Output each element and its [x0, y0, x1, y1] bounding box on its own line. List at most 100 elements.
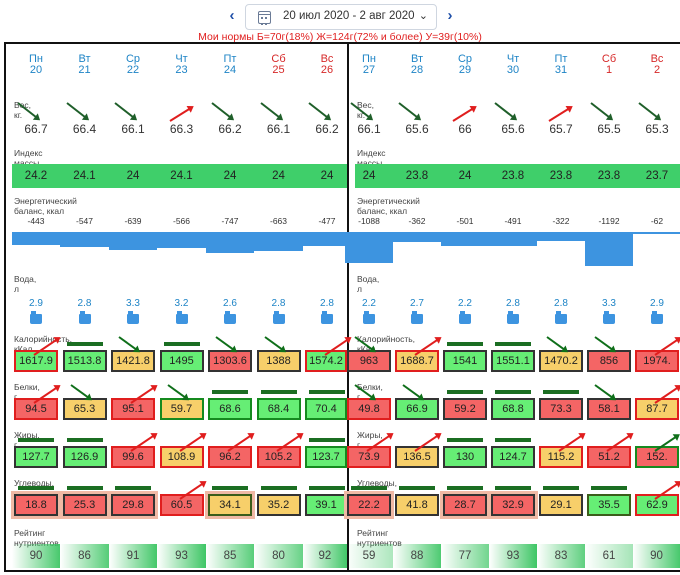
energy-bar — [11, 232, 61, 245]
weight-value: 66.2 — [315, 122, 339, 136]
calories-cell[interactable]: 1495 — [159, 350, 204, 372]
nutrient-rating: 77 — [441, 544, 489, 568]
protein-cell[interactable]: 66.9 — [395, 398, 439, 420]
carbs-cell[interactable]: 29.1 — [539, 494, 583, 516]
weight-value: 66.4 — [72, 122, 97, 136]
day-number: 24 — [223, 64, 237, 76]
protein-cell[interactable]: 70.4 — [305, 398, 347, 420]
bmi-value: 24 — [320, 170, 334, 182]
trend-flat-icon — [495, 390, 531, 394]
day-name: Вт — [78, 53, 91, 65]
water-value: 2.8 — [320, 298, 334, 309]
calories-cell[interactable]: 963 — [347, 350, 391, 372]
carbs-cell[interactable]: 41.8 — [395, 494, 439, 516]
carbs-cell[interactable]: 34.1 — [208, 494, 252, 516]
calories-cell[interactable]: 1388 — [256, 350, 301, 372]
day-header: Ср 29 — [443, 54, 487, 76]
fat-cell[interactable]: 126.9 — [62, 446, 107, 468]
day-header: Чт 30 — [491, 54, 535, 76]
protein-cell[interactable]: 59.7 — [159, 398, 204, 420]
bmi-value: 23.8 — [549, 170, 573, 182]
carbs-cell[interactable]: 35.5 — [587, 494, 631, 516]
carbs-cell[interactable]: 29.8 — [111, 494, 155, 516]
fat-cell[interactable]: 105.2 — [256, 446, 301, 468]
fat-cell[interactable]: 130 — [443, 446, 487, 468]
fat-cell[interactable]: 96.2 — [208, 446, 252, 468]
water-value: 2.8 — [506, 298, 520, 309]
trend-flat-icon — [495, 486, 531, 490]
weight-value: 65.5 — [597, 122, 621, 136]
carbs-cell[interactable]: 35.2 — [256, 494, 301, 516]
fat-label: Жиры, г — [357, 430, 383, 450]
day-name: Вс — [650, 53, 664, 65]
calories-cell[interactable]: 1688.7 — [395, 350, 439, 372]
nutrient-rating: 59 — [345, 544, 393, 568]
day-name: Сб — [271, 53, 286, 65]
protein-cell[interactable]: 59.2 — [443, 398, 487, 420]
weight-value: 66.1 — [266, 122, 291, 136]
bmi-band — [12, 164, 347, 188]
fat-cell[interactable]: 124.7 — [491, 446, 535, 468]
fat-cell[interactable]: 123.7 — [305, 446, 347, 468]
weight-value: 66.1 — [357, 122, 381, 136]
calories-cell[interactable]: 1421.8 — [111, 350, 155, 372]
carbs-cell[interactable]: 18.8 — [14, 494, 58, 516]
prev-period-button[interactable]: ‹ — [229, 7, 235, 24]
chevron-down-icon: ⌄ — [418, 10, 428, 22]
protein-cell[interactable]: 65.3 — [62, 398, 107, 420]
rating-label: Рейтинг нутриентов — [357, 528, 402, 548]
day-name: Пн — [362, 53, 376, 65]
nutrition-norms: Мои нормы Б=70г(18%) Ж=124г(72% и более)… — [198, 31, 482, 43]
water-value: 2.6 — [223, 298, 237, 309]
weight-down-arrow-icon — [211, 102, 234, 120]
carbs-cell[interactable]: 28.7 — [443, 494, 487, 516]
protein-cell[interactable]: 87.7 — [635, 398, 679, 420]
protein-cell[interactable]: 68.4 — [256, 398, 301, 420]
calories-cell[interactable]: 1541 — [443, 350, 487, 372]
day-header: Пн 20 — [14, 54, 58, 76]
trend-flat-icon — [260, 486, 297, 490]
weight-value: 65.7 — [549, 122, 573, 136]
fat-cell[interactable]: 127.7 — [14, 446, 58, 468]
calories-cell[interactable]: 1574.2 — [305, 350, 347, 372]
day-number: 21 — [78, 64, 91, 76]
carbs-cell[interactable]: 22.2 — [347, 494, 391, 516]
weight-value: 66.7 — [24, 122, 48, 136]
carbs-cell[interactable]: 32.9 — [491, 494, 535, 516]
day-header: Сб 25 — [257, 54, 301, 76]
calories-cell[interactable]: 856 — [587, 350, 631, 372]
calories-cell[interactable]: 1513.8 — [62, 350, 107, 372]
protein-cell[interactable]: 68.8 — [491, 398, 535, 420]
bmi-value: 24.2 — [24, 170, 48, 182]
next-period-button[interactable]: › — [447, 7, 453, 24]
nutrient-rating: 90 — [633, 544, 680, 568]
energy-bar — [157, 232, 206, 249]
carbs-cell[interactable]: 39.1 — [305, 494, 347, 516]
calories-cell[interactable]: 1470.2 — [539, 350, 583, 372]
nutrient-rating: 86 — [60, 544, 109, 568]
water-glass-icon — [272, 311, 285, 324]
energy-value: -639 — [124, 216, 142, 226]
protein-label: Белки, г — [14, 382, 40, 402]
protein-cell[interactable]: 68.6 — [208, 398, 252, 420]
trend-flat-icon — [447, 390, 483, 394]
nutrient-rating: 93 — [489, 544, 537, 568]
fat-cell[interactable]: 108.9 — [159, 446, 204, 468]
trend-flat-icon — [66, 438, 103, 442]
water-value: 2.2 — [362, 298, 376, 309]
toolbar: ‹ 20 июл 2020 - 2 авг 2020 ⌄ › — [0, 0, 680, 32]
bmi-value: 23.8 — [597, 170, 621, 182]
date-range-select[interactable]: 20 июл 2020 - 2 авг 2020 ⌄ — [245, 4, 437, 30]
carbs-cell[interactable]: 60.5 — [159, 494, 204, 516]
water-value: 2.8 — [554, 298, 568, 309]
calories-cell[interactable]: 1303.6 — [208, 350, 252, 372]
trend-flat-icon — [351, 486, 387, 490]
week-panel-1: Пн20Вт21Ср22Чт23Пт24Сб25Вс26Вес, кг.66.7… — [4, 42, 351, 572]
calories-cell[interactable]: 1551.1 — [491, 350, 535, 372]
protein-cell[interactable]: 95.1 — [111, 398, 155, 420]
protein-cell[interactable]: 58.1 — [587, 398, 631, 420]
protein-cell[interactable]: 49.8 — [347, 398, 391, 420]
calories-cell[interactable]: 1974. — [635, 350, 679, 372]
carbs-cell[interactable]: 25.3 — [62, 494, 107, 516]
protein-cell[interactable]: 73.3 — [539, 398, 583, 420]
